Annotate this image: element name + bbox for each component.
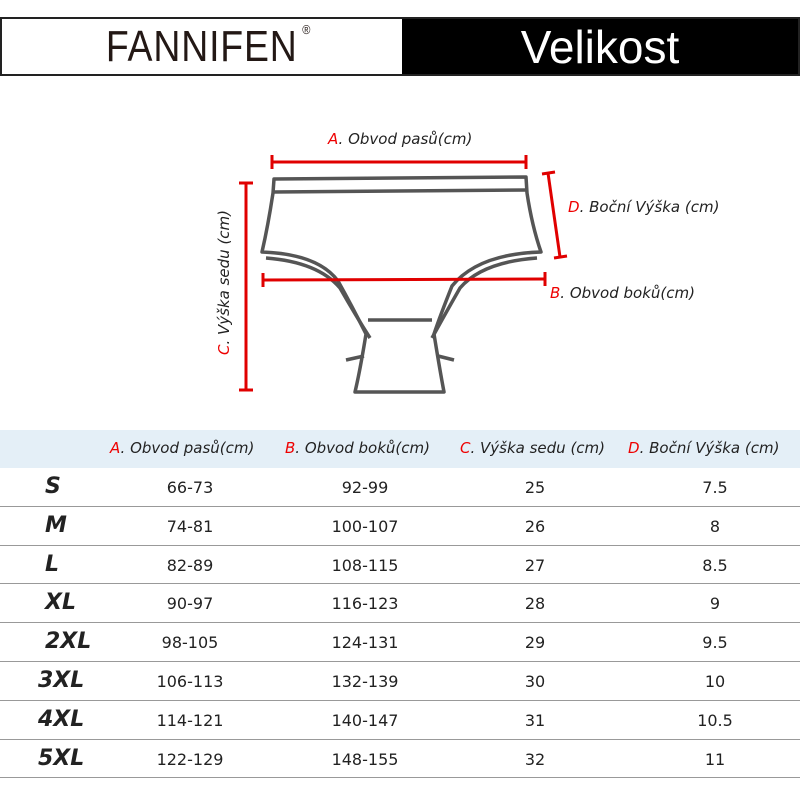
table-row: XL 90-97 116-123 28 9 <box>0 584 800 624</box>
cell-a: 122-129 <box>156 749 224 769</box>
cell-c: 31 <box>524 710 546 730</box>
table-row: 4XL 114-121 140-147 31 10.5 <box>0 701 800 740</box>
cell-b: 92-99 <box>341 478 389 497</box>
waistband-line <box>272 188 528 194</box>
measure-b-line <box>262 277 546 282</box>
cell-a: 114-121 <box>156 710 224 730</box>
measure-lines <box>239 155 568 392</box>
cell-a: 66-73 <box>166 478 214 497</box>
size-label: XL <box>45 590 76 616</box>
cell-c: 32 <box>524 749 546 769</box>
cell-d: 9 <box>709 594 721 614</box>
size-label: 2XL <box>45 629 92 655</box>
cell-a: 74-81 <box>166 516 214 536</box>
cell-c: 26 <box>524 516 546 536</box>
registered-mark: ® <box>302 21 312 37</box>
crotch-left <box>345 354 365 362</box>
header-side-height: D. Boční Výška (cm) <box>628 439 780 457</box>
cell-a: 106-113 <box>156 671 224 691</box>
cell-c: 29 <box>524 633 546 653</box>
brand-logo: FANNIFEN ® <box>106 21 311 72</box>
garment-outline <box>260 175 543 394</box>
label-rise: C. Výška sedu (cm) <box>215 209 233 355</box>
cell-d: 11 <box>704 749 726 769</box>
cell-a: 90-97 <box>166 594 214 614</box>
table-header: A. Obvod pasů(cm) B. Obvod boků(cm) C. V… <box>0 430 800 468</box>
cell-d: 10 <box>704 671 726 691</box>
table-row: S 66-73 92-99 25 7.5 <box>0 468 800 507</box>
page-title: Velikost <box>402 19 798 74</box>
cell-b: 108-115 <box>331 555 399 575</box>
table-row: L 82-89 108-115 27 8.5 <box>0 546 800 585</box>
table-row: 2XL 98-105 124-131 29 9.5 <box>0 623 800 662</box>
header-banner: FANNIFEN ® Velikost <box>0 17 800 76</box>
left-leg-trim <box>265 256 372 339</box>
cell-b: 148-155 <box>331 749 399 769</box>
cell-c: 28 <box>524 594 546 614</box>
cell-b: 132-139 <box>331 671 399 691</box>
cell-d: 8.5 <box>702 555 728 575</box>
cell-d: 10.5 <box>697 710 733 730</box>
cell-a: 98-105 <box>161 633 219 653</box>
cell-d: 8 <box>709 516 721 536</box>
cell-b: 124-131 <box>331 633 399 653</box>
size-label: 5XL <box>38 745 85 771</box>
cell-c: 25 <box>524 478 546 497</box>
size-label: S <box>45 474 61 499</box>
label-side-height: D. Boční Výška (cm) <box>568 198 720 216</box>
measure-d-line <box>546 172 562 258</box>
size-table: A. Obvod pasů(cm) B. Obvod boků(cm) C. V… <box>0 430 800 779</box>
table-row: 5XL 122-129 148-155 32 11 <box>0 740 800 779</box>
size-label: 3XL <box>38 667 85 693</box>
garment-diagram: A. Obvod pasů(cm) B. Obvod boků(cm) D. B… <box>0 76 800 430</box>
right-leg-trim <box>430 256 538 339</box>
header-hip: B. Obvod boků(cm) <box>285 439 430 457</box>
table-row: 3XL 106-113 132-139 30 10 <box>0 662 800 701</box>
panties-illustration <box>239 155 568 394</box>
label-hip: B. Obvod boků(cm) <box>550 284 695 302</box>
cell-c: 27 <box>524 555 546 575</box>
header-rise: C. Výška sedu (cm) <box>460 439 606 457</box>
crotch-right <box>437 354 455 362</box>
cell-a: 82-89 <box>166 555 214 575</box>
cell-b: 116-123 <box>331 594 399 614</box>
table-row: M 74-81 100-107 26 8 <box>0 507 800 546</box>
brand-name: FANNIFEN <box>106 21 298 71</box>
cell-b: 140-147 <box>331 710 399 730</box>
cell-d: 9.5 <box>702 633 728 653</box>
size-label: 4XL <box>38 706 85 732</box>
cell-c: 30 <box>524 671 546 691</box>
header-waist: A. Obvod pasů(cm) <box>110 439 255 457</box>
label-waist: A. Obvod pasů(cm) <box>328 130 473 148</box>
size-label: L <box>45 551 60 577</box>
logo-box: FANNIFEN ® <box>2 19 402 74</box>
size-label: M <box>45 512 67 538</box>
cell-b: 100-107 <box>331 516 399 536</box>
cell-d: 7.5 <box>702 478 728 497</box>
